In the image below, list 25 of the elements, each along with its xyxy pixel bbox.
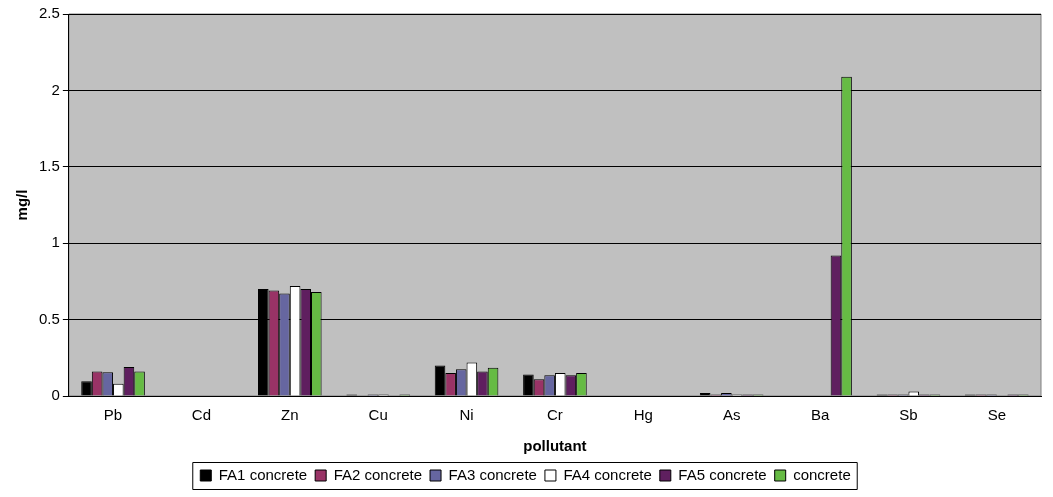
legend-label: concrete: [793, 465, 851, 483]
x-tick-label: Hg: [633, 406, 653, 424]
legend-label: FA2 concrete: [333, 465, 423, 483]
y-tick-label: 2: [51, 80, 60, 98]
y-axis-title: mg/l: [13, 189, 31, 221]
legend-label: FA1 concrete: [218, 465, 308, 483]
y-tick-label: 0: [51, 386, 60, 404]
x-axis-title: pollutant: [523, 437, 587, 455]
legend-label: FA5 concrete: [678, 465, 767, 483]
legend-label: FA4 concrete: [563, 465, 652, 483]
x-tick-label: Se: [987, 406, 1006, 424]
x-tick-label: Sb: [899, 406, 918, 424]
x-tick-label: Zn: [281, 406, 299, 424]
x-tick-label: Cr: [547, 406, 563, 424]
x-tick-label: As: [722, 406, 741, 424]
x-tick-label: Cd: [191, 406, 212, 424]
x-tick-label: Cu: [368, 406, 388, 424]
x-tick-label: Ba: [810, 406, 830, 424]
x-tick-label: Ni: [459, 406, 474, 424]
y-tick-label: 1: [51, 233, 60, 251]
y-tick-label: 1.5: [38, 156, 60, 174]
legend-label: FA3 concrete: [448, 465, 537, 483]
y-tick-label: 0.5: [38, 309, 60, 327]
y-tick-label: 2.5: [38, 4, 60, 22]
x-tick-label: Pb: [103, 406, 123, 424]
